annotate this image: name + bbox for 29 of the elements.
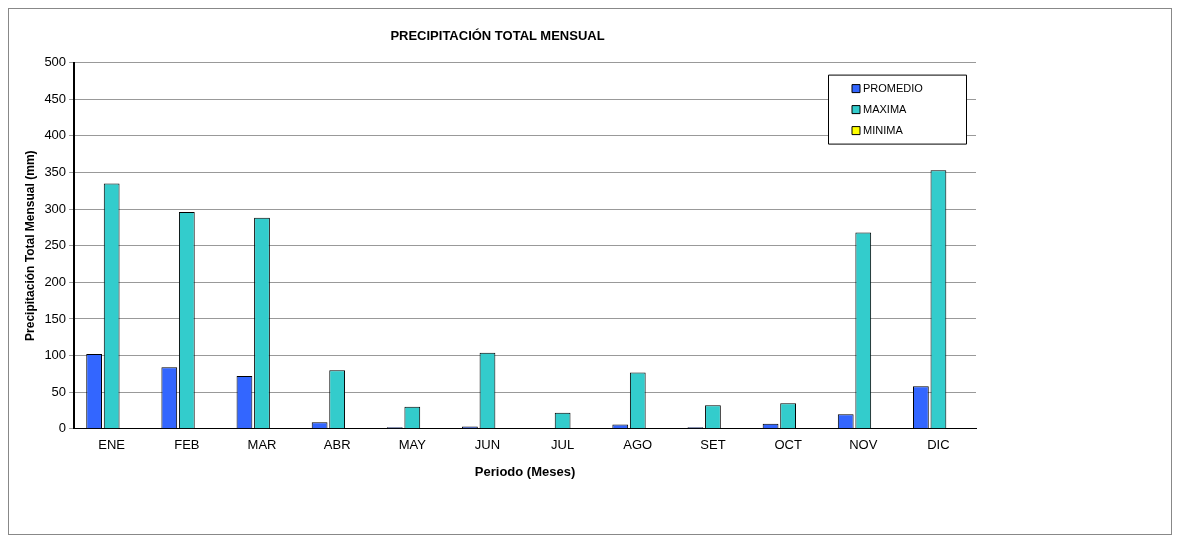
x-tick-label: FEB xyxy=(174,437,200,453)
x-tick-label: JUL xyxy=(551,437,575,453)
y-tick-label: 350 xyxy=(44,164,67,180)
x-tick-label: AGO xyxy=(623,437,653,453)
x-tick-label: MAR xyxy=(247,437,277,453)
y-tick-label: 400 xyxy=(44,127,67,143)
y-tick-label: 250 xyxy=(44,237,67,253)
legend-label: PROMEDIO xyxy=(863,81,924,94)
chart-title: PRECIPITACIÓN TOTAL MENSUAL xyxy=(390,28,605,44)
y-tick-label: 300 xyxy=(44,200,67,216)
legend-label: MINIMA xyxy=(863,123,904,136)
y-tick-label: 200 xyxy=(44,273,67,289)
x-tick-label: DIC xyxy=(927,437,950,453)
y-tick-label: 0 xyxy=(58,420,67,436)
x-tick-label: ENE xyxy=(98,437,126,453)
x-tick-label: SET xyxy=(700,437,726,453)
x-tick-label: ABR xyxy=(323,437,351,453)
y-tick-label: 150 xyxy=(44,310,67,326)
y-tick-label: 450 xyxy=(44,90,67,106)
x-tick-label: NOV xyxy=(849,437,878,453)
x-tick-label: OCT xyxy=(774,437,802,453)
x-tick-label: JUN xyxy=(474,437,501,453)
y-tick-label: 100 xyxy=(44,347,67,363)
y-axis-title: Precipitación Total Mensual (mm) xyxy=(22,150,37,341)
y-tick-label: 500 xyxy=(44,54,67,70)
legend-label: MAXIMA xyxy=(863,102,908,115)
x-tick-label: MAY xyxy=(398,437,427,453)
y-tick-label: 50 xyxy=(51,383,67,399)
x-axis-title: Periodo (Meses) xyxy=(474,463,576,479)
